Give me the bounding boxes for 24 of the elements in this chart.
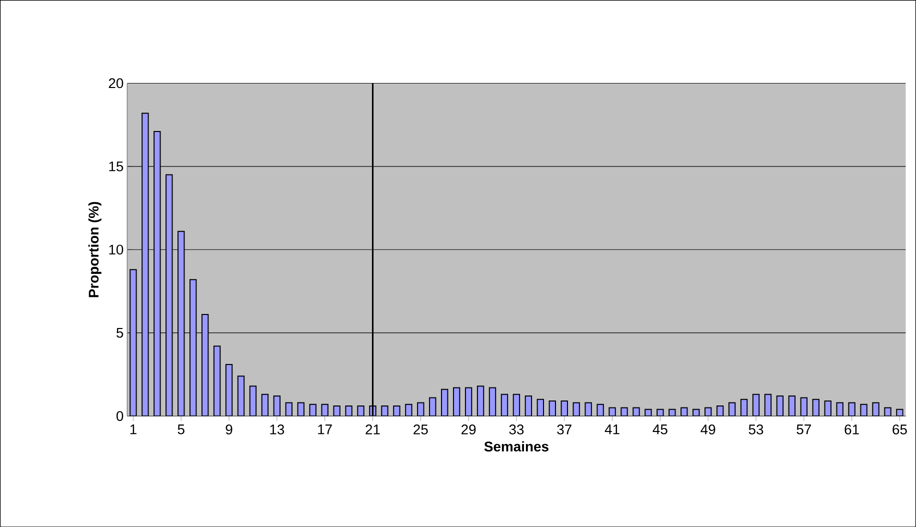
x-tick-label: 45 bbox=[652, 424, 668, 434]
x-tick-label: 57 bbox=[796, 424, 811, 434]
x-tick-label: 1 bbox=[130, 424, 136, 434]
x-tick-label: 41 bbox=[604, 424, 620, 434]
x-tick-label: 25 bbox=[414, 424, 428, 434]
x-tick-label: 53 bbox=[748, 424, 764, 434]
y-tick-label: 0 bbox=[116, 410, 124, 421]
y-tick-label: 10 bbox=[109, 244, 124, 254]
x-tick-label: 37 bbox=[557, 424, 572, 434]
x-tick-label: 61 bbox=[844, 424, 859, 434]
x-tick-label: 5 bbox=[178, 424, 184, 434]
x-tick-label: 21 bbox=[366, 424, 380, 434]
x-tick-label: 65 bbox=[892, 424, 907, 434]
x-tick-label: 9 bbox=[226, 424, 232, 434]
y-tick-label: 20 bbox=[108, 78, 124, 88]
y-axis-title: Proportion (%) bbox=[88, 202, 102, 297]
x-tick-label: 17 bbox=[318, 424, 332, 434]
x-tick-label: 49 bbox=[700, 424, 716, 434]
y-tick-label: 15 bbox=[109, 161, 124, 172]
x-tick-label: 13 bbox=[270, 424, 284, 434]
x-tick-label: 29 bbox=[462, 424, 476, 434]
x-tick-label: 33 bbox=[509, 424, 524, 434]
y-tick-label: 5 bbox=[116, 328, 124, 338]
x-axis-title: Semaines bbox=[484, 441, 548, 452]
